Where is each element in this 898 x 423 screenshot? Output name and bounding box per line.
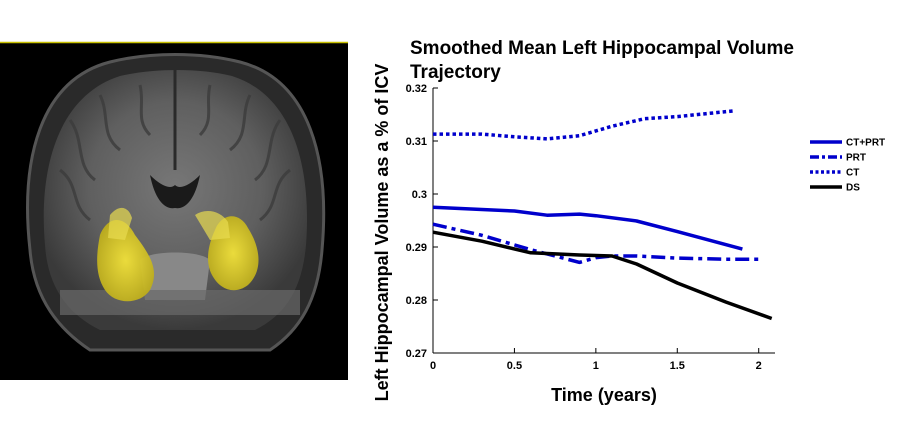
legend-label: PRT xyxy=(846,153,866,164)
x-tick-label: 2 xyxy=(756,360,762,372)
series-line-ct xyxy=(433,109,735,141)
chart-legend: CT+PRT PRT CT DS xyxy=(810,138,885,194)
y-axis-label: Left Hippocampal Volume as a % of ICV xyxy=(372,64,392,402)
y-tick-label: 0.29 xyxy=(406,242,427,254)
x-tick-label: 0.5 xyxy=(507,360,522,372)
x-tick-label: 1 xyxy=(593,360,599,372)
x-tick-label: 0 xyxy=(430,360,436,372)
y-tick-label: 0.32 xyxy=(406,83,427,95)
y-tick-label: 0.31 xyxy=(406,136,427,148)
y-tick-label: 0.27 xyxy=(406,348,427,360)
legend-label: CT+PRT xyxy=(846,138,885,149)
chart-axes: 0.27 0.28 0.29 0.3 0.31 0.32 0 0.5 1 1.5 2 xyxy=(406,83,775,372)
brain-mri-image xyxy=(0,41,348,380)
series-line-ds xyxy=(432,230,773,321)
chart-series xyxy=(432,109,773,321)
x-tick-label: 1.5 xyxy=(670,360,685,372)
x-axis-label: Time (years) xyxy=(551,385,657,405)
y-tick-label: 0.28 xyxy=(406,295,427,307)
legend-label: DS xyxy=(846,183,860,194)
line-chart: Smoothed Mean Left Hippocampal Volume Tr… xyxy=(372,38,885,405)
chart-title-line-1: Smoothed Mean Left Hippocampal Volume xyxy=(410,38,794,59)
chart-title-line-2: Trajectory xyxy=(410,62,501,83)
legend-label: CT xyxy=(846,168,859,179)
y-tick-label: 0.3 xyxy=(412,189,427,201)
series-line-ct-prt xyxy=(432,205,743,251)
